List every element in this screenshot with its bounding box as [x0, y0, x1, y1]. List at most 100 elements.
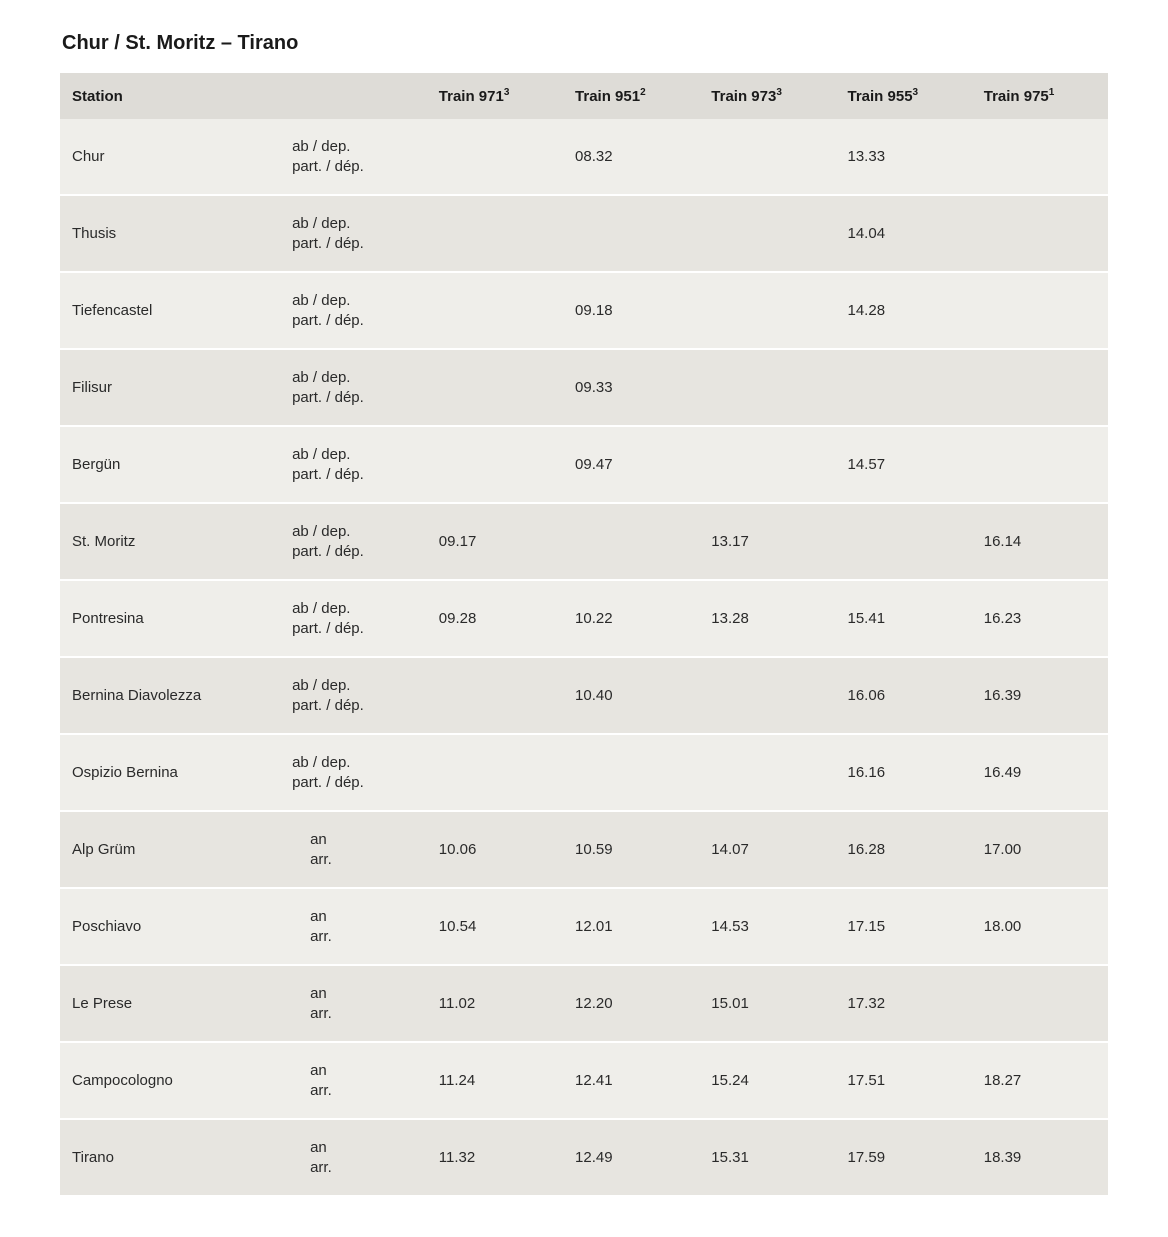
station-cell: Bergün	[60, 426, 280, 503]
table-row: Poschiavoanarr.10.5412.0114.5317.1518.00	[60, 888, 1108, 965]
col-header-train: Train 9512	[563, 73, 699, 119]
time-cell: 15.24	[699, 1042, 835, 1119]
time-cell: 15.01	[699, 965, 835, 1042]
event-line1: an	[292, 1061, 415, 1081]
event-line1: ab / dep.	[292, 368, 415, 388]
event-line2: part. / dép.	[292, 542, 415, 562]
event-line2: part. / dép.	[292, 388, 415, 408]
table-row: Bernina Diavolezzaab / dep.part. / dép.1…	[60, 657, 1108, 734]
event-line2: arr.	[292, 927, 415, 947]
time-cell: 16.28	[836, 811, 972, 888]
station-cell: Tiefencastel	[60, 272, 280, 349]
train-label: Train 971	[439, 88, 504, 105]
event-line2: part. / dép.	[292, 157, 415, 177]
station-cell: Thusis	[60, 195, 280, 272]
train-label: Train 975	[984, 88, 1049, 105]
time-cell: 09.47	[563, 426, 699, 503]
time-cell	[699, 734, 835, 811]
col-header-event	[280, 73, 427, 119]
time-cell	[563, 195, 699, 272]
train-label: Train 973	[711, 88, 776, 105]
time-cell	[972, 195, 1108, 272]
station-cell: Tirano	[60, 1119, 280, 1196]
event-line1: ab / dep.	[292, 445, 415, 465]
time-cell: 11.32	[427, 1119, 563, 1196]
event-cell: ab / dep.part. / dép.	[280, 119, 427, 195]
time-cell: 11.24	[427, 1042, 563, 1119]
station-cell: Alp Grüm	[60, 811, 280, 888]
event-line1: an	[292, 984, 415, 1004]
event-line1: an	[292, 907, 415, 927]
event-cell: ab / dep.part. / dép.	[280, 503, 427, 580]
station-cell: Le Prese	[60, 965, 280, 1042]
time-cell: 16.23	[972, 580, 1108, 657]
time-cell: 17.15	[836, 888, 972, 965]
time-cell: 18.00	[972, 888, 1108, 965]
time-cell: 14.07	[699, 811, 835, 888]
time-cell: 13.28	[699, 580, 835, 657]
time-cell: 10.06	[427, 811, 563, 888]
event-line1: ab / dep.	[292, 137, 415, 157]
time-cell: 13.17	[699, 503, 835, 580]
time-cell: 11.02	[427, 965, 563, 1042]
table-row: Campocolognoanarr.11.2412.4115.2417.5118…	[60, 1042, 1108, 1119]
event-line1: ab / dep.	[292, 291, 415, 311]
time-cell: 16.49	[972, 734, 1108, 811]
table-row: Pontresinaab / dep.part. / dép.09.2810.2…	[60, 580, 1108, 657]
time-cell	[427, 272, 563, 349]
time-cell	[972, 272, 1108, 349]
time-cell: 16.06	[836, 657, 972, 734]
table-row: Alp Grümanarr.10.0610.5914.0716.2817.00	[60, 811, 1108, 888]
time-cell: 14.57	[836, 426, 972, 503]
station-cell: Bernina Diavolezza	[60, 657, 280, 734]
table-row: Churab / dep.part. / dép.08.3213.33	[60, 119, 1108, 195]
time-cell: 15.41	[836, 580, 972, 657]
time-cell: 09.17	[427, 503, 563, 580]
train-footnote: 2	[640, 87, 646, 98]
train-footnote: 3	[913, 87, 919, 98]
event-line2: part. / dép.	[292, 773, 415, 793]
time-cell	[699, 195, 835, 272]
event-cell: anarr.	[280, 1119, 427, 1196]
time-cell	[972, 119, 1108, 195]
table-row: Tiranoanarr.11.3212.4915.3117.5918.39	[60, 1119, 1108, 1196]
event-line1: an	[292, 1138, 415, 1158]
table-row: Ospizio Berninaab / dep.part. / dép.16.1…	[60, 734, 1108, 811]
table-row: Bergün ab / dep.part. / dép. 09.47 14.57	[60, 426, 1108, 503]
event-cell: anarr.	[280, 811, 427, 888]
time-cell	[972, 349, 1108, 426]
time-cell	[836, 349, 972, 426]
time-cell: 10.40	[563, 657, 699, 734]
page-title: Chur / St. Moritz – Tirano	[62, 32, 1108, 55]
time-cell	[972, 965, 1108, 1042]
train-footnote: 1	[1049, 87, 1055, 98]
table-body: Churab / dep.part. / dép.08.3213.33Thusi…	[60, 119, 1108, 1196]
time-cell: 09.33	[563, 349, 699, 426]
event-cell: anarr.	[280, 965, 427, 1042]
event-line2: part. / dép.	[292, 619, 415, 639]
col-header-train: Train 9553	[836, 73, 972, 119]
event-line2: part. / dép.	[292, 311, 415, 331]
event-cell: anarr.	[280, 1042, 427, 1119]
time-cell	[699, 119, 835, 195]
train-footnote: 3	[776, 87, 782, 98]
event-line2: part. / dép.	[292, 465, 415, 485]
event-cell: ab / dep.part. / dép.	[280, 734, 427, 811]
event-line2: arr.	[292, 850, 415, 870]
time-cell: 10.54	[427, 888, 563, 965]
time-cell	[427, 426, 563, 503]
station-cell: Poschiavo	[60, 888, 280, 965]
time-cell	[427, 119, 563, 195]
time-cell: 12.20	[563, 965, 699, 1042]
time-cell: 10.22	[563, 580, 699, 657]
event-cell: ab / dep.part. / dép.	[280, 349, 427, 426]
event-line1: ab / dep.	[292, 214, 415, 234]
event-cell: ab / dep.part. / dép.	[280, 580, 427, 657]
time-cell: 13.33	[836, 119, 972, 195]
time-cell: 10.59	[563, 811, 699, 888]
event-line1: ab / dep.	[292, 599, 415, 619]
table-row: Filisurab / dep.part. / dép.09.33	[60, 349, 1108, 426]
time-cell: 09.28	[427, 580, 563, 657]
station-cell: Pontresina	[60, 580, 280, 657]
event-cell: ab / dep.part. / dép.	[280, 195, 427, 272]
